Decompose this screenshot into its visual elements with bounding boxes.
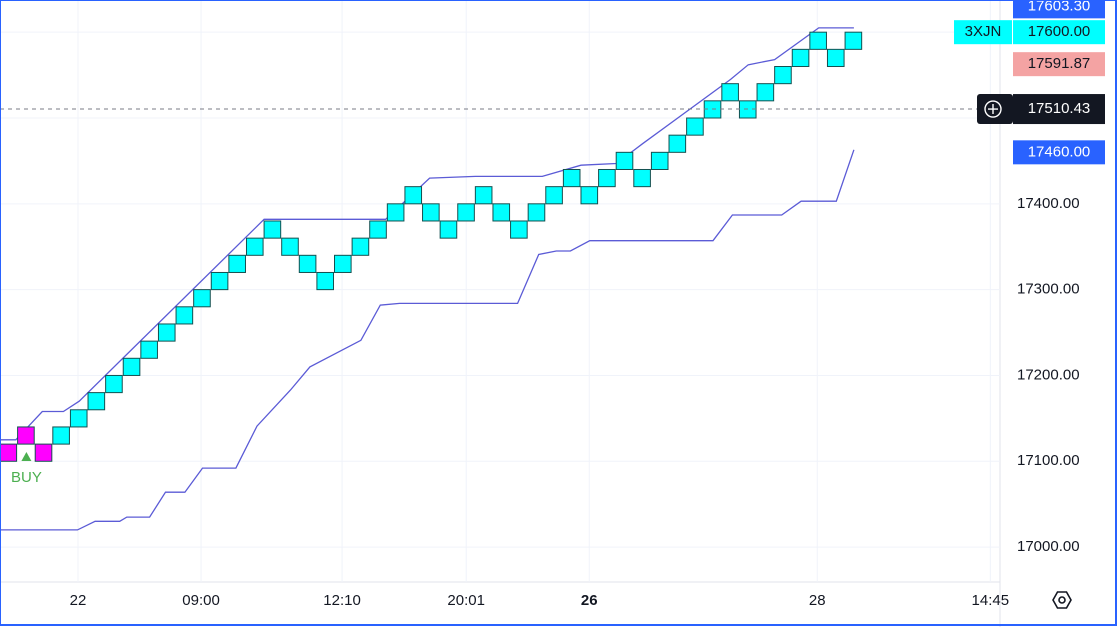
renko-brick — [87, 392, 106, 411]
renko-brick — [422, 203, 440, 222]
renko-brick — [457, 203, 475, 222]
renko-brick — [650, 151, 669, 170]
renko-brick — [193, 289, 211, 308]
crosshair-icon-plus — [988, 104, 998, 115]
renko-brick — [404, 186, 423, 205]
renko-brick — [105, 374, 123, 394]
renko-brick — [545, 186, 563, 205]
y-tick-label: 17200.00 — [1017, 366, 1080, 383]
y-tick-label: 17100.00 — [1017, 452, 1080, 469]
price-tag — [1013, 20, 1105, 45]
x-tick-label: 12:10 — [323, 592, 361, 609]
renko-brick — [598, 168, 616, 188]
renko-brick — [0, 443, 18, 462]
price-tag-label: 17600.00 — [1028, 23, 1091, 40]
renko-brick — [351, 237, 370, 256]
renko-brick — [527, 203, 546, 222]
buy-marker — [21, 452, 32, 461]
renko-brick — [334, 254, 352, 273]
renko-brick — [809, 31, 827, 50]
y-tick-label: 17000.00 — [1017, 538, 1080, 555]
renko-brick — [615, 151, 634, 170]
renko-brick — [562, 168, 581, 188]
renko-brick — [52, 426, 70, 445]
y-tick-label: 17300.00 — [1017, 281, 1080, 298]
renko-brick — [439, 220, 458, 239]
x-tick-label: 28 — [809, 592, 826, 609]
buy-label: BUY — [11, 469, 42, 486]
settings-hexagon — [1052, 591, 1072, 609]
renko-brick — [721, 83, 739, 102]
renko-brick — [844, 31, 863, 50]
renko-brick — [474, 186, 493, 205]
renko-brick — [826, 48, 845, 68]
price-tag — [1013, 0, 1105, 19]
renko-brick — [492, 203, 511, 222]
settings-circle — [1058, 596, 1066, 604]
renko-brick — [633, 168, 651, 188]
renko-brick — [140, 340, 158, 359]
renko-brick — [281, 237, 299, 256]
renko-brick — [386, 203, 405, 222]
renko-brick — [69, 409, 88, 428]
renko-brick — [298, 254, 317, 273]
price-tag-label: 17591.87 — [1028, 55, 1091, 72]
x-tick-label: 22 — [70, 592, 87, 609]
x-tick-label: 09:00 — [182, 592, 220, 609]
renko-brick — [756, 83, 775, 102]
crosshair-icon — [984, 100, 1002, 118]
price-tag — [1013, 140, 1105, 165]
band-line — [0, 27, 854, 441]
renko-brick — [686, 117, 704, 136]
x-tick-label: 20:01 — [447, 592, 485, 609]
x-tick-label: 14:45 — [972, 592, 1010, 609]
renko-brick — [210, 271, 229, 291]
renko-brick — [316, 271, 335, 291]
crosshair-price-tag — [1013, 94, 1105, 125]
price-tag-label: 17460.00 — [1028, 143, 1091, 160]
renko-brick — [17, 426, 35, 445]
renko-brick — [510, 220, 528, 239]
y-tick-label: 17400.00 — [1017, 195, 1080, 212]
price-tag-label: 17603.30 — [1028, 0, 1091, 14]
settings-icon[interactable] — [1052, 591, 1072, 609]
symbol-tag — [954, 20, 1012, 45]
renko-brick — [774, 66, 792, 85]
renko-brick — [668, 134, 687, 153]
renko-brick — [369, 220, 387, 239]
band-line — [0, 149, 855, 531]
symbol-tag-label: 3XJN — [965, 23, 1002, 40]
crosshair-price: 17510.43 — [1028, 100, 1091, 117]
renko-brick — [228, 254, 246, 273]
renko-brick — [122, 357, 141, 376]
renko-brick — [175, 306, 194, 325]
renko-brick — [263, 220, 282, 239]
renko-brick — [791, 48, 810, 68]
x-tick-label: 26 — [581, 592, 598, 609]
price-tag — [1013, 52, 1105, 77]
renko-brick — [34, 443, 53, 462]
renko-brick — [245, 237, 264, 256]
renko-brick — [157, 323, 176, 342]
renko-brick — [580, 186, 599, 205]
